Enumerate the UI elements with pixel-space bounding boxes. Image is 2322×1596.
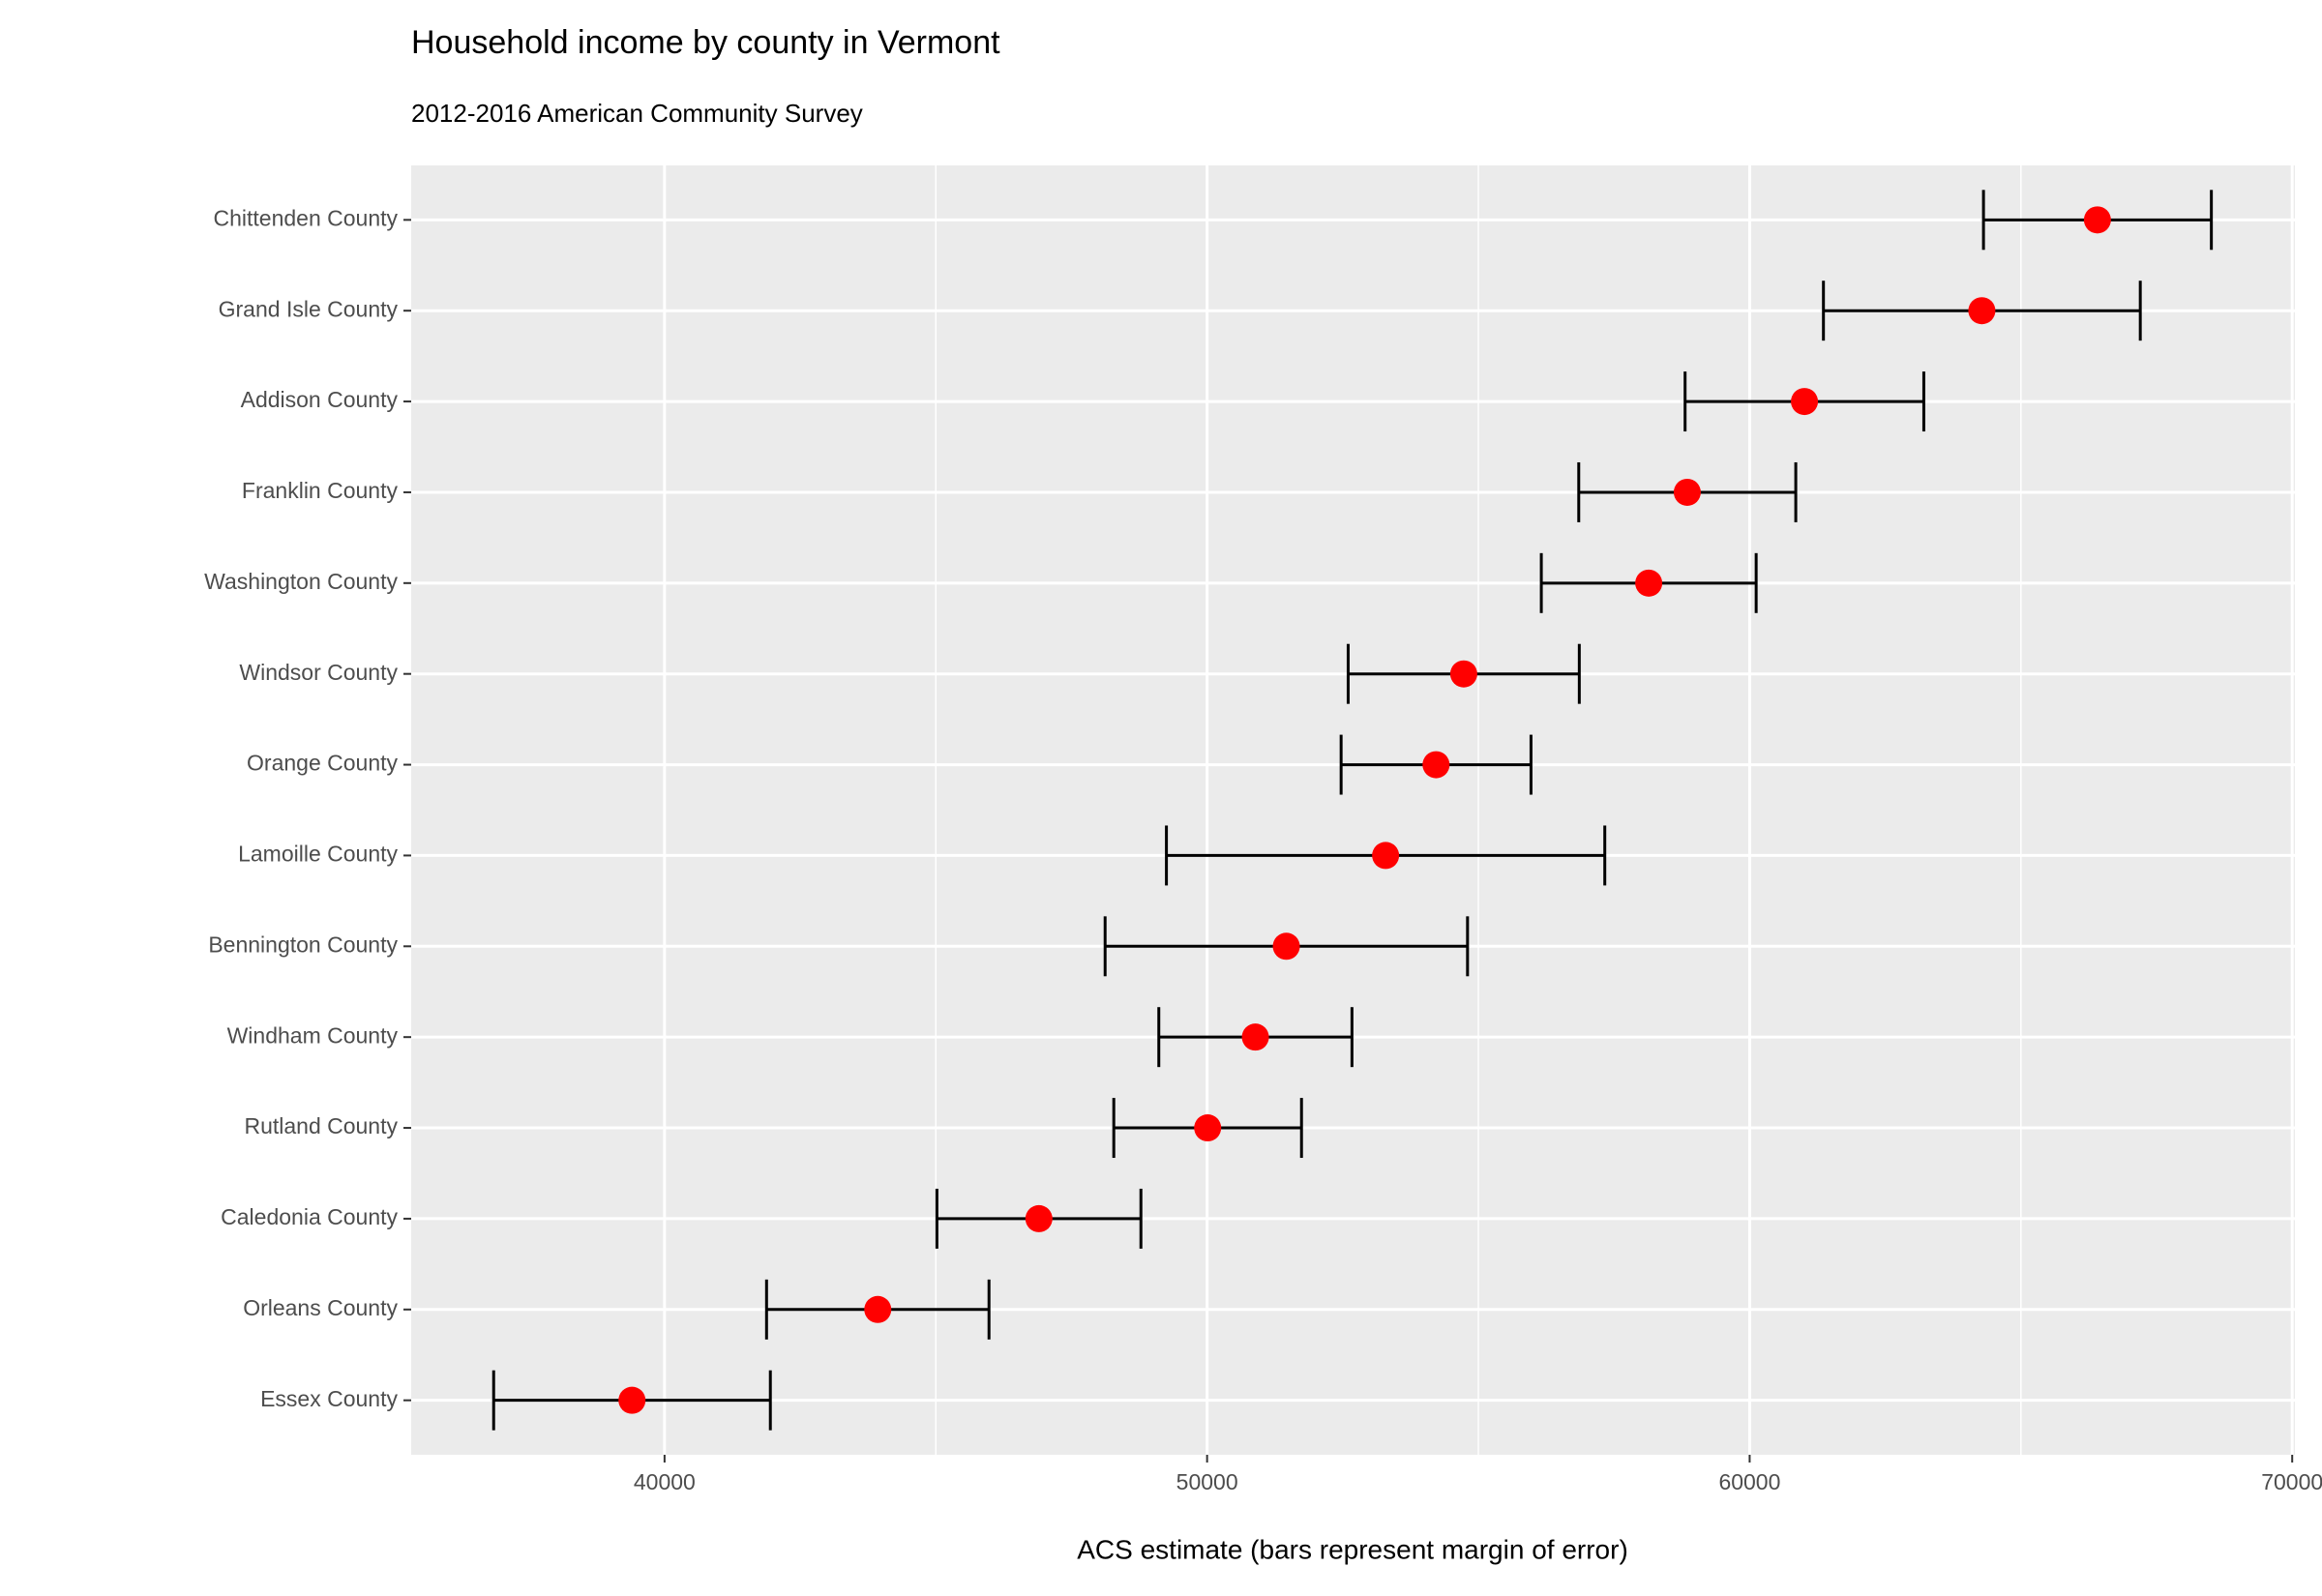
point bbox=[1241, 1023, 1269, 1051]
x-axis-title: ACS estimate (bars represent margin of e… bbox=[1077, 1534, 1628, 1564]
chart-title: Household income by county in Vermont bbox=[411, 24, 1000, 61]
point bbox=[1449, 660, 1477, 688]
point bbox=[1272, 932, 1300, 961]
point bbox=[1025, 1204, 1053, 1232]
y-tick-label: Lamoille County bbox=[238, 842, 398, 867]
point bbox=[864, 1295, 892, 1323]
point bbox=[1968, 297, 1996, 325]
y-tick-label: Essex County bbox=[260, 1386, 398, 1411]
y-tick-label: Washington County bbox=[204, 569, 398, 594]
y-tick-label: Bennington County bbox=[208, 931, 398, 957]
y-tick-label: Orange County bbox=[247, 751, 398, 776]
y-tick-label: Chittenden County bbox=[213, 205, 398, 230]
x-tick-label: 70000 bbox=[2261, 1469, 2322, 1494]
point bbox=[1422, 751, 1450, 779]
x-tick-label: 60000 bbox=[1718, 1469, 1780, 1494]
plot-panel bbox=[411, 165, 2295, 1455]
chart-subtitle: 2012-2016 American Community Survey bbox=[411, 99, 863, 128]
y-tick-label: Addison County bbox=[241, 387, 399, 412]
y-tick-label: Windham County bbox=[227, 1022, 399, 1048]
point bbox=[2083, 206, 2111, 234]
point bbox=[1372, 842, 1400, 870]
x-tick-label: 40000 bbox=[634, 1469, 696, 1494]
y-tick-label: Grand Isle County bbox=[219, 296, 399, 321]
y-tick-label: Orleans County bbox=[243, 1295, 398, 1320]
point bbox=[1791, 388, 1819, 416]
y-tick-label: Franklin County bbox=[242, 478, 399, 503]
point bbox=[1673, 478, 1701, 506]
x-tick-label: 50000 bbox=[1176, 1469, 1238, 1494]
point bbox=[1635, 569, 1663, 597]
y-tick-label: Caledonia County bbox=[221, 1204, 398, 1229]
y-tick-label: Rutland County bbox=[244, 1113, 398, 1138]
y-tick-label: Windsor County bbox=[239, 660, 398, 685]
point bbox=[1194, 1114, 1222, 1142]
point bbox=[618, 1386, 646, 1414]
